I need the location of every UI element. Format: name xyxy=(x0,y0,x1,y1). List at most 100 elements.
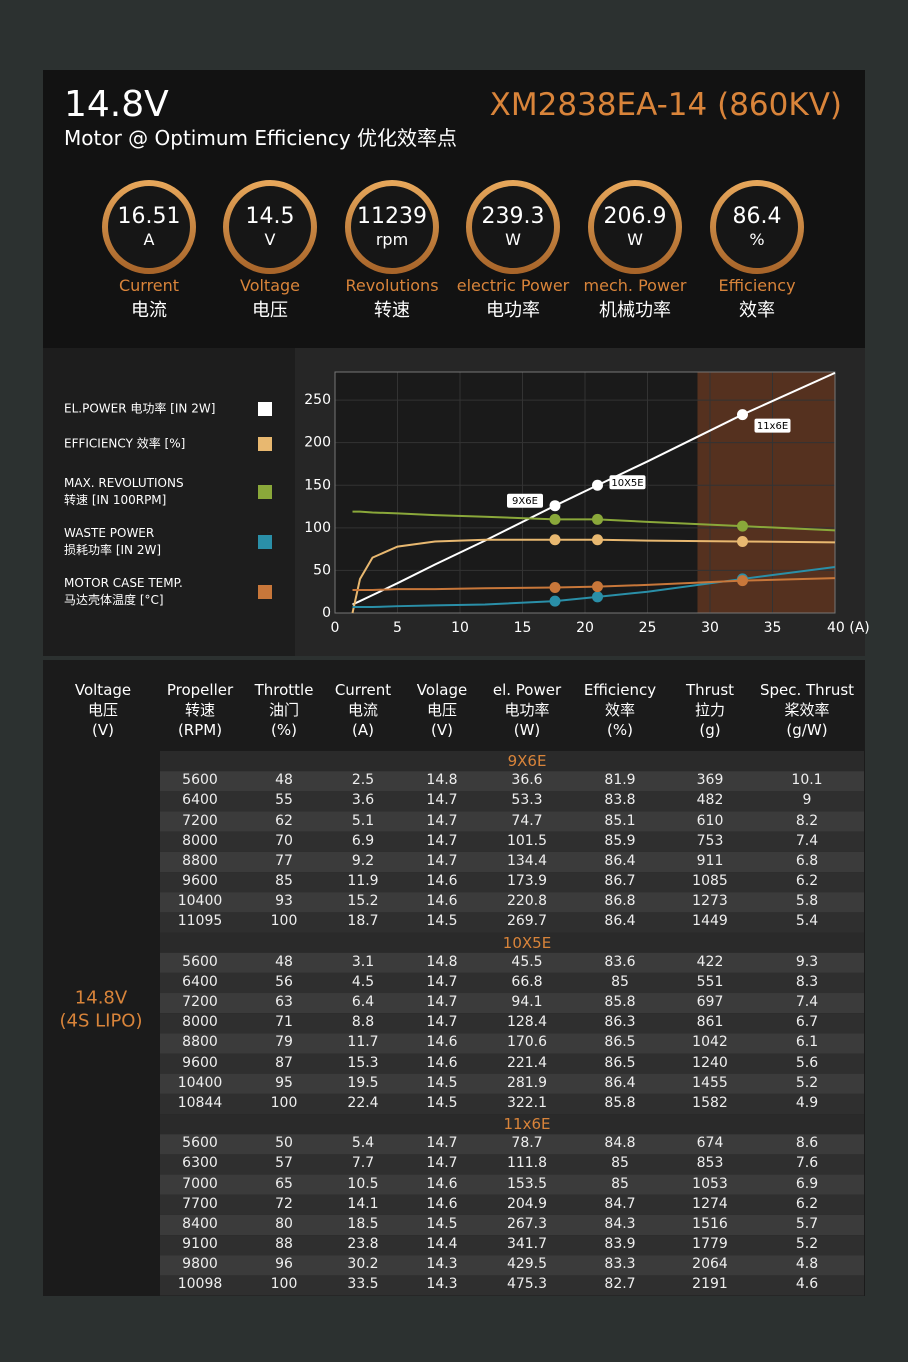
table-cell: 14.1 xyxy=(347,1195,379,1212)
table-row xyxy=(160,972,864,994)
table-cell: 83.6 xyxy=(604,953,636,970)
gauge-ring xyxy=(588,180,682,274)
table-cell: 674 xyxy=(696,1135,724,1152)
table-cell: 14.8 xyxy=(426,772,458,789)
table-row xyxy=(160,912,864,933)
point-label: 11x6E xyxy=(757,421,788,432)
table-cell: 14.6 xyxy=(426,893,458,910)
table-cell: 9600 xyxy=(182,873,218,890)
gauge-value: 239.3 xyxy=(481,204,545,229)
table-cell: 1449 xyxy=(692,913,728,930)
gauge-unit: W xyxy=(627,230,643,249)
table-cell: 81.9 xyxy=(604,772,636,789)
table-cell: 57 xyxy=(275,1155,293,1172)
series-line xyxy=(351,538,836,614)
group-row xyxy=(160,751,864,772)
table-cell: 10400 xyxy=(177,1074,223,1091)
gauge-label-cn: 转速 xyxy=(374,300,410,321)
table-cell: 11095 xyxy=(177,913,223,930)
table-cell: 1516 xyxy=(692,1215,728,1232)
table-cell: 85.9 xyxy=(604,832,636,849)
table-cell: 86.5 xyxy=(604,1034,636,1051)
table-cell: 8.3 xyxy=(795,973,819,990)
table-cell: 93 xyxy=(275,893,293,910)
table-cell: 7200 xyxy=(182,994,218,1011)
column-header: el. Power 电功率 (W) xyxy=(492,681,562,739)
table-cell: 71 xyxy=(275,1014,293,1031)
table-cell: 111.8 xyxy=(506,1155,548,1172)
table-cell: 14.6 xyxy=(426,1034,458,1051)
table-cell: 19.5 xyxy=(347,1074,379,1091)
table-cell: 8.8 xyxy=(351,1014,375,1031)
gauge-value: 86.4 xyxy=(732,204,782,229)
table-cell: 7.4 xyxy=(795,832,819,849)
x-tick-label: 30 xyxy=(701,620,719,636)
x-tick-label: 35 xyxy=(764,620,782,636)
table-cell: 100 xyxy=(270,1094,298,1111)
table-cell: 221.4 xyxy=(506,1054,548,1071)
table-cell: 36.6 xyxy=(511,772,543,789)
table-cell: 9800 xyxy=(182,1256,218,1273)
table-cell: 14.7 xyxy=(426,1135,458,1152)
table-cell: 5.4 xyxy=(351,1135,375,1152)
table-cell: 86.5 xyxy=(604,1054,636,1071)
table-cell: 100 xyxy=(270,913,298,930)
table-cell: 6.1 xyxy=(795,1034,819,1051)
gauge-ring xyxy=(345,180,439,274)
subtitle: Motor @ Optimum Efficiency 优化效率点 xyxy=(64,126,458,150)
table-row xyxy=(160,892,864,913)
table-cell: 94.1 xyxy=(511,994,543,1011)
table-cell: 14.7 xyxy=(426,1155,458,1172)
table-cell: 861 xyxy=(696,1014,724,1031)
table-cell: 1455 xyxy=(692,1074,728,1091)
gauge-ring xyxy=(223,180,317,274)
legend-label: MOTOR CASE TEMP. 马达壳体温度 [°C] xyxy=(64,576,183,607)
gauge-unit: % xyxy=(749,230,765,249)
table-row xyxy=(160,1255,864,1276)
gauge-label-en: Revolutions xyxy=(345,276,439,295)
table-cell: 2191 xyxy=(692,1276,728,1293)
table-cell: 7.4 xyxy=(795,994,819,1011)
table-cell: 62 xyxy=(275,812,293,829)
table-cell: 153.5 xyxy=(506,1175,548,1192)
table-cell: 4.5 xyxy=(351,973,375,990)
table-cell: 15.3 xyxy=(347,1054,379,1071)
gauge-ring xyxy=(710,180,804,274)
highlight-region xyxy=(697,372,835,613)
legend-swatch xyxy=(258,402,272,416)
table-row xyxy=(160,952,864,973)
table-cell: 9.3 xyxy=(795,953,819,970)
point-marker xyxy=(592,581,603,593)
table-cell: 9.2 xyxy=(351,852,375,869)
legend-swatch xyxy=(258,535,272,549)
point-label-box xyxy=(609,475,646,490)
table-cell: 281.9 xyxy=(506,1074,548,1091)
table-cell: 14.6 xyxy=(426,1175,458,1192)
point-marker xyxy=(737,535,748,547)
group-name: 11x6E xyxy=(503,1115,551,1134)
table-cell: 8.2 xyxy=(795,812,819,829)
point-label-box xyxy=(507,493,543,508)
table-cell: 84.8 xyxy=(604,1135,636,1152)
gauge-label-cn: 电压 xyxy=(252,300,288,321)
group-name: 9X6E xyxy=(507,752,547,770)
table-cell: 204.9 xyxy=(506,1195,548,1212)
column-header: Spec. Thrust 桨效率 (g/W) xyxy=(759,681,855,739)
table-cell: 50 xyxy=(275,1135,293,1152)
series-line xyxy=(352,566,836,609)
table-cell: 45.5 xyxy=(511,953,543,970)
column-header: Throttle 油门 (%) xyxy=(254,681,314,739)
table-row xyxy=(160,1033,864,1054)
table-cell: 610 xyxy=(696,812,724,829)
table-cell: 369 xyxy=(696,772,724,789)
point-marker xyxy=(592,534,603,546)
gauge-label-en: mech. Power xyxy=(583,276,687,295)
point-marker xyxy=(592,513,603,525)
table-cell: 14.7 xyxy=(426,812,458,829)
table-cell: 83.9 xyxy=(604,1236,636,1253)
gauge-label-en: Current xyxy=(118,276,180,295)
table-cell: 1042 xyxy=(692,1034,728,1051)
table-cell: 1779 xyxy=(692,1236,728,1253)
group-name: 10X5E xyxy=(502,933,552,952)
table-cell: 10.1 xyxy=(791,772,823,789)
